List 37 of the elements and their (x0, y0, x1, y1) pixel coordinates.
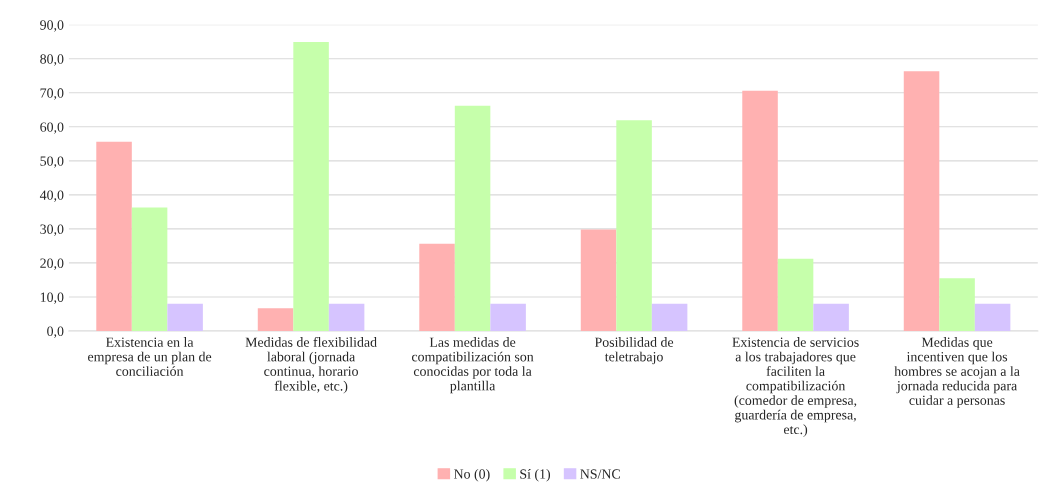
bar (167, 303, 203, 331)
x-tick-label: Existencia en la empresa de un plan de conciliación (88, 337, 212, 376)
y-tick-label: 30,0 (40, 224, 64, 236)
bar (903, 71, 940, 331)
bar (580, 229, 617, 331)
y-tick-label: 40,0 (39, 190, 64, 202)
y-tick-label: 20,0 (40, 258, 64, 270)
y-tick-label: 80,0 (40, 54, 64, 66)
bar (131, 207, 168, 331)
bar (257, 308, 294, 331)
x-tick-label: Las medidas de compatibilización son conocidas por toda la plantilla (411, 337, 534, 394)
y-tick-label: 50,0 (40, 156, 64, 168)
bar (490, 303, 526, 331)
bar (777, 258, 814, 331)
y-tick-label: 0,0 (47, 326, 64, 338)
bar (293, 42, 329, 331)
bar (939, 278, 975, 331)
y-tick-label: 10,0 (40, 292, 64, 304)
bar (813, 303, 849, 331)
legend-label: NS/NC (580, 469, 620, 479)
y-tick-label: 60,0 (40, 122, 64, 134)
y-tick-label: 90,0 (40, 20, 64, 32)
x-tick-label: Posibilidad de teletrabajo (594, 337, 674, 365)
x-tick-label: Medidas de flexibilidad laboral (jornada continua, horario flexible, etc.) (245, 336, 377, 394)
bar (651, 303, 688, 331)
bar (742, 90, 778, 331)
bar (328, 303, 365, 331)
x-tick-label: Existencia de servicios a los trabajadores que faciliten la compatibilización (comedor de empresa, guardería de empresa, etc.) (732, 337, 859, 437)
x-tick-label: Medidas que incentiven que los hombres se acojan a la jornada reducida para cuidar a personas (894, 337, 1020, 408)
bar (96, 141, 132, 331)
y-tick-label: 70,0 (40, 88, 64, 100)
bar (616, 120, 652, 331)
legend-label: Sí (1) (520, 468, 551, 482)
legend-label: No (0) (453, 468, 490, 482)
bar (974, 303, 1011, 331)
bar (454, 105, 491, 331)
bar (419, 243, 455, 331)
